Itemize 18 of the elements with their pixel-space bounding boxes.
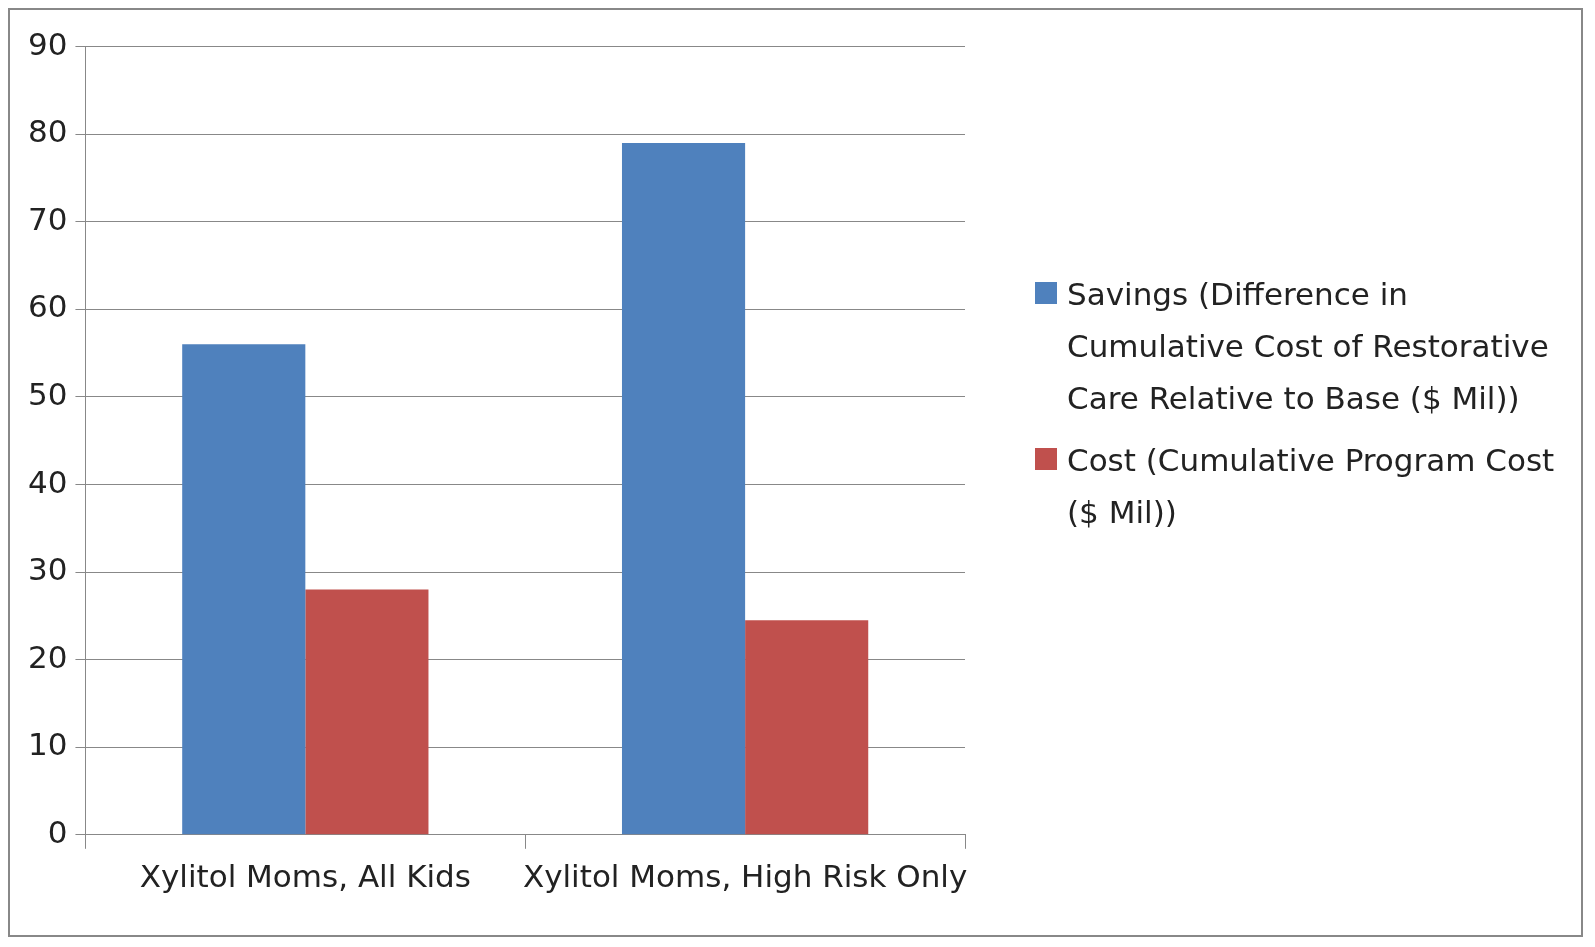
y-tick-label: 10 <box>27 726 68 763</box>
y-tick-label: 0 <box>47 813 68 850</box>
y-tick-label: 30 <box>27 551 68 588</box>
bar <box>182 344 306 835</box>
bar <box>305 589 429 835</box>
y-tick-label: 50 <box>27 375 68 412</box>
y-tick-label: 40 <box>27 463 68 500</box>
y-tick-label: 80 <box>27 113 68 150</box>
y-tick-label: 70 <box>27 200 68 237</box>
x-tick-label: Xylitol Moms, High Risk Only <box>522 858 968 895</box>
x-tick-label: Xylitol Moms, All Kids <box>139 858 471 895</box>
y-tick-label: 20 <box>27 638 68 675</box>
y-tick-label: 60 <box>27 288 68 325</box>
legend-label: Savings (Difference in Cumulative Cost of Restorative Care Relative to Base ($ Mil)) <box>1067 275 1550 418</box>
y-tick-label: 90 <box>27 25 68 62</box>
legend-label: Cost (Cumulative Program Cost ($ Mil)) <box>1067 441 1555 532</box>
bar <box>621 142 746 835</box>
bar <box>745 620 869 835</box>
